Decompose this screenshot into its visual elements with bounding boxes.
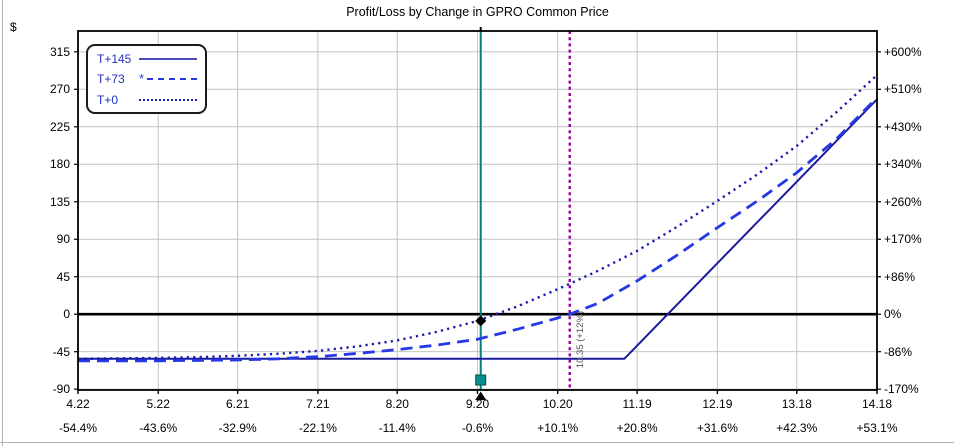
dollar-tick-label: 225	[49, 119, 70, 134]
price-change-tick-label: -11.4%	[378, 421, 416, 435]
price-tick-label: 6.21	[225, 397, 250, 411]
current-price-axis-triangle	[475, 391, 487, 400]
target-price-annotation: 10.35 (+12%)	[575, 311, 586, 368]
percent-tick-label: +340%	[884, 157, 922, 172]
price-tick-label: 4.22	[66, 397, 90, 411]
legend-label-t73: T+73	[97, 72, 125, 86]
series-tplus0	[77, 74, 878, 360]
legend-marker-asterisk: *	[139, 71, 145, 86]
price-tick-label: 5.22	[146, 397, 170, 411]
price-tick-label: 14.18	[861, 397, 893, 411]
percent-tick-label: +510%	[884, 82, 922, 97]
legend-sample-solid-line	[139, 57, 197, 60]
price-tick-label: 13.18	[781, 397, 812, 411]
price-tick-label: 12.19	[702, 397, 733, 411]
dollar-tick-label: 0	[63, 307, 70, 322]
percent-tick-label: +86%	[884, 269, 916, 284]
price-tick-label: 11.19	[622, 397, 652, 411]
price-tick-label: 10.20	[542, 397, 573, 411]
window-frame-bottom	[0, 442, 954, 443]
price-change-tick-label: +42.3%	[776, 421, 818, 435]
price-change-tick-label: +31.6%	[696, 421, 738, 435]
dollar-tick-label: -90	[52, 382, 70, 397]
legend-label-t0: T+0	[97, 92, 119, 107]
percent-tick-label: +430%	[884, 119, 922, 134]
dollar-axis-unit-label: $	[10, 20, 17, 34]
price-tick-label: 7.21	[306, 397, 330, 411]
price-change-tick-label: -54.4%	[58, 421, 98, 435]
price-change-tick-label: +53.1%	[856, 421, 898, 435]
price-change-tick-label: +10.1%	[537, 421, 579, 435]
legend-item-t145: T+145	[97, 50, 197, 67]
price-change-tick-label: -22.1%	[298, 421, 337, 435]
price-change-tick-label: +20.8%	[616, 421, 658, 435]
legend-item-t0: T+0	[97, 91, 197, 108]
window-frame-left	[2, 0, 3, 446]
percent-tick-label: -170%	[884, 382, 919, 397]
percent-tick-label: +170%	[884, 232, 922, 247]
series-tplus73	[78, 96, 878, 363]
price-tick-label: 9.20	[465, 397, 490, 411]
price-change-tick-label: -32.9%	[218, 421, 257, 435]
percent-tick-label: +600%	[884, 44, 922, 59]
percent-tick-label: -86%	[884, 344, 913, 359]
legend-sample-dotted-line	[139, 98, 197, 101]
price-change-tick-label: -0.6%	[461, 421, 494, 435]
dollar-tick-label: 270	[49, 82, 70, 97]
legend-sample-dashed-line	[147, 78, 197, 80]
price-change-tick-label: -43.6%	[139, 421, 178, 435]
chart-title: Profit/Loss by Change in GPRO Common Pri…	[346, 5, 609, 19]
dollar-tick-label: -45	[52, 344, 70, 359]
plot-border	[77, 30, 878, 391]
legend-label-t145: T+145	[97, 51, 132, 66]
percent-tick-label: +260%	[884, 194, 922, 209]
percent-tick-label: 0%	[884, 307, 902, 322]
current-price-handle[interactable]	[475, 374, 487, 386]
dollar-tick-label: 315	[49, 44, 70, 59]
current-pl-point-marker	[475, 315, 487, 327]
legend-item-t73: T+73 *	[97, 71, 197, 88]
dollar-tick-label: 45	[56, 269, 70, 284]
legend-box: T+145 T+73 * T+0	[86, 44, 207, 114]
dollar-tick-label: 90	[56, 232, 70, 247]
price-tick-label: 8.20	[385, 397, 409, 411]
dollar-tick-label: 135	[49, 194, 70, 209]
dollar-tick-label: 180	[49, 157, 70, 172]
